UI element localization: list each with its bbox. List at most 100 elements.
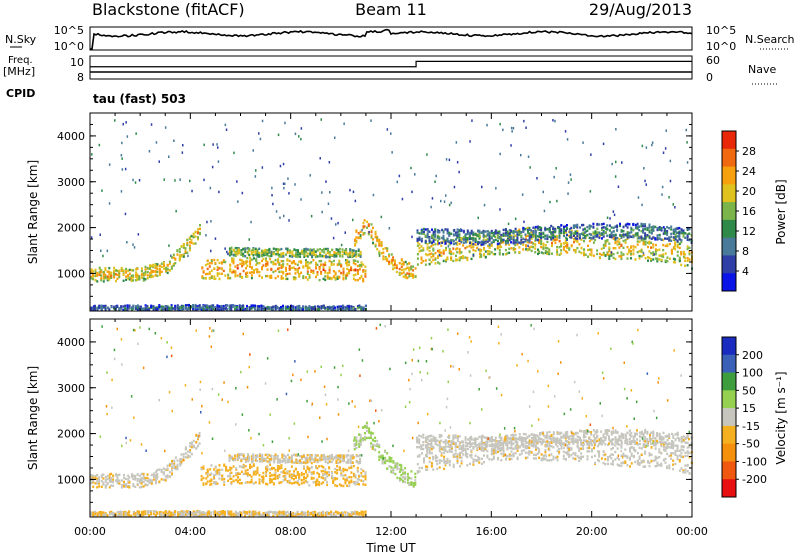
noise-cell <box>390 132 392 135</box>
noise-cell <box>321 191 323 194</box>
noise-cell <box>108 163 111 166</box>
scatter-cell <box>330 263 333 267</box>
scatter-cell <box>652 243 655 246</box>
noise-cell <box>212 143 214 146</box>
scatter-cell <box>396 462 399 465</box>
scatter-cell <box>202 304 205 308</box>
scatter-cell <box>110 274 113 278</box>
scatter-cell <box>684 259 687 263</box>
scatter-cell <box>197 228 199 231</box>
scatter-cell <box>348 475 351 479</box>
scatter-cell <box>584 235 586 238</box>
noise-cell <box>477 216 479 220</box>
scatter-cell <box>149 275 151 278</box>
scatter-cell <box>208 305 211 308</box>
scatter-cell <box>282 251 285 255</box>
noise-cell <box>252 149 254 152</box>
scatter-cell <box>322 277 325 281</box>
scatter-cell <box>294 306 297 309</box>
scatter-cell <box>348 480 351 483</box>
scatter-cell <box>297 254 299 257</box>
scatter-cell <box>598 256 601 260</box>
scatter-cell <box>362 226 365 230</box>
scatter-cell <box>266 465 269 469</box>
scatter-cell <box>480 255 483 258</box>
scatter-cell <box>184 306 187 309</box>
scatter-cell <box>464 238 467 241</box>
scatter-cell <box>239 275 242 278</box>
scatter-cell <box>292 277 295 281</box>
scatter-cell <box>284 461 287 464</box>
scatter-cell <box>450 232 453 235</box>
scatter-cell <box>263 459 266 462</box>
scatter-cell <box>310 455 313 458</box>
scatter-cell <box>134 476 137 480</box>
scatter-cell <box>634 225 637 228</box>
scatter-cell <box>402 476 404 479</box>
scatter-cell <box>408 476 411 480</box>
noise-cell <box>361 228 363 232</box>
scatter-cell <box>358 304 361 307</box>
scatter-cell <box>122 273 125 276</box>
scatter-cell <box>213 474 216 477</box>
scatter-cell <box>188 241 191 244</box>
noise-cell <box>91 153 93 156</box>
scatter-cell <box>576 240 579 243</box>
scatter-cell <box>286 307 289 310</box>
scatter-cell <box>426 468 429 471</box>
scatter-cell <box>148 481 151 484</box>
scatter-cell <box>256 253 259 256</box>
scatter-cell <box>303 476 305 479</box>
beam-title: Beam 11 <box>355 0 427 19</box>
noise-cell <box>549 200 551 204</box>
scatter-cell <box>358 433 361 436</box>
scatter-cell <box>668 239 671 242</box>
scatter-cell <box>392 468 395 471</box>
scatter-cell <box>290 457 293 460</box>
scatter-cell <box>421 466 423 470</box>
scatter-cell <box>116 305 119 308</box>
scatter-cell <box>282 263 285 266</box>
scatter-cell <box>285 277 287 281</box>
scatter-cell <box>398 262 401 265</box>
scatter-cell <box>293 481 295 485</box>
scatter-cell <box>654 253 657 256</box>
noise-cell <box>411 235 413 239</box>
scatter-cell <box>638 229 641 232</box>
scatter-cell <box>154 264 157 267</box>
scatter-cell <box>294 277 297 281</box>
scatter-cell <box>678 231 681 234</box>
power-scatter <box>90 118 693 312</box>
scatter-cell <box>304 306 307 309</box>
scatter-cell <box>630 228 633 231</box>
scatter-cell <box>315 275 317 279</box>
scatter-cell <box>210 262 213 265</box>
scatter-cell <box>618 255 621 258</box>
scatter-cell <box>500 238 503 242</box>
scatter-cell <box>266 254 269 257</box>
scatter-cell <box>190 441 193 444</box>
noise-cell <box>227 252 229 256</box>
scatter-cell <box>339 454 342 457</box>
scatter-cell <box>318 267 321 270</box>
scatter-cell <box>424 263 427 266</box>
scatter-cell <box>306 252 309 255</box>
noise-cell <box>191 189 193 193</box>
scatter-cell <box>354 268 357 271</box>
scatter-cell <box>568 247 571 250</box>
scatter-cell <box>348 484 351 488</box>
scatter-cell <box>438 447 441 450</box>
scatter-cell <box>290 304 293 307</box>
scatter-cell <box>341 250 344 254</box>
scatter-cell <box>662 253 665 256</box>
scatter-cell <box>592 241 595 244</box>
scatter-cell <box>246 271 249 274</box>
scatter-cell <box>355 443 358 446</box>
scatter-cell <box>426 448 429 451</box>
scatter-cell <box>245 262 248 265</box>
scatter-cell <box>630 246 632 249</box>
scatter-cell <box>241 275 244 279</box>
scatter-cell <box>384 461 387 464</box>
scatter-cell <box>90 481 93 485</box>
